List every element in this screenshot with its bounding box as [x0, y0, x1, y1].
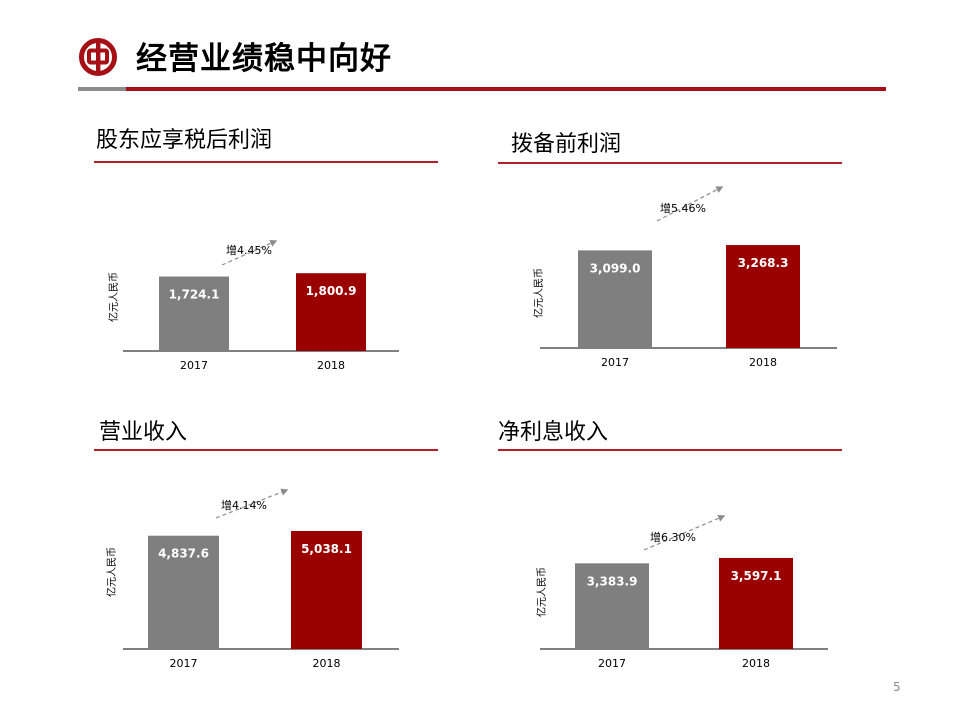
y-axis-label: 亿元人民币 [107, 272, 120, 322]
y-axis-label: 亿元人民币 [105, 547, 118, 597]
bar-value-label: 3,099.0 [590, 261, 641, 275]
panel-title: 营业收入 [99, 420, 188, 445]
growth-arrow [221, 240, 278, 266]
bar-2018 [296, 273, 366, 351]
bar-2017 [148, 535, 219, 649]
bar-2018 [726, 245, 800, 348]
y-axis-label: 亿元人民币 [532, 268, 545, 318]
bar-value-label: 3,268.3 [738, 256, 789, 270]
bar-value-label: 1,724.1 [169, 288, 220, 302]
bar-2018 [291, 531, 362, 649]
bank-of-china-logo [79, 38, 117, 76]
x-tick-label: 2018 [749, 356, 777, 369]
bar-value-label: 1,800.9 [306, 284, 357, 298]
growth-annotation: 增6.30% [650, 530, 696, 544]
bar-2018 [719, 557, 793, 649]
growth-arrow [215, 488, 289, 519]
bar-2017 [159, 276, 229, 351]
panel-title-rule [94, 449, 438, 451]
x-tick-label: 2017 [601, 356, 629, 369]
y-axis-label: 亿元人民币 [535, 567, 548, 617]
x-tick-label: 2018 [317, 359, 345, 372]
bar-2017 [578, 250, 652, 348]
page-number: 5 [893, 680, 901, 694]
header-rule-gray [78, 87, 126, 91]
chart-2: 3,099.0 2017 3,268.3 2018 亿元人民币 增5.46% [532, 186, 837, 369]
growth-annotation: 增5.46% [660, 201, 706, 215]
panel-title-rule [94, 161, 438, 163]
panel-title: 净利息收入 [498, 420, 609, 445]
chart-3: 4,837.6 2017 5,038.1 2018 亿元人民币 增4.14% [105, 488, 399, 670]
bar-value-label: 4,837.6 [158, 547, 209, 561]
panel-title: 拨备前利润 [511, 132, 622, 157]
growth-arrow [643, 514, 726, 551]
growth-arrow [656, 186, 724, 222]
growth-annotation: 增4.14% [221, 498, 267, 512]
chart-1: 1,724.1 2017 1,800.9 2018 亿元人民币 增4.45% [107, 240, 399, 372]
x-tick-label: 2017 [180, 359, 208, 372]
panel-title-rule [498, 449, 842, 451]
x-tick-label: 2018 [742, 657, 770, 670]
header-rule-red [126, 87, 886, 91]
x-tick-label: 2017 [170, 657, 198, 670]
x-tick-label: 2017 [598, 657, 626, 670]
bar-2017 [575, 563, 649, 649]
bar-value-label: 3,383.9 [587, 574, 638, 588]
x-tick-label: 2018 [313, 657, 341, 670]
page-title: 经营业绩稳中向好 [136, 41, 392, 77]
chart-4: 3,383.9 2017 3,597.1 2018 亿元人民币 增6.30% [535, 514, 828, 670]
panel-title: 股东应享税后利润 [96, 128, 273, 153]
panel-title-rule [498, 162, 842, 164]
bar-value-label: 3,597.1 [731, 569, 782, 583]
growth-annotation: 增4.45% [226, 243, 272, 257]
bar-value-label: 5,038.1 [301, 542, 352, 556]
